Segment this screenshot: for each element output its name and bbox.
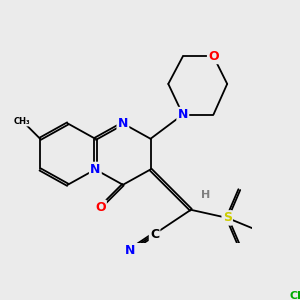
Text: S: S	[223, 212, 232, 224]
Text: Cl: Cl	[290, 291, 300, 300]
Text: N: N	[90, 163, 101, 176]
Text: CH₃: CH₃	[14, 116, 31, 125]
Text: N: N	[178, 108, 188, 121]
Text: O: O	[95, 201, 106, 214]
Text: H: H	[201, 190, 210, 200]
Text: N: N	[118, 117, 128, 130]
Text: O: O	[208, 50, 219, 63]
Text: C: C	[150, 227, 159, 241]
Text: N: N	[125, 244, 136, 257]
